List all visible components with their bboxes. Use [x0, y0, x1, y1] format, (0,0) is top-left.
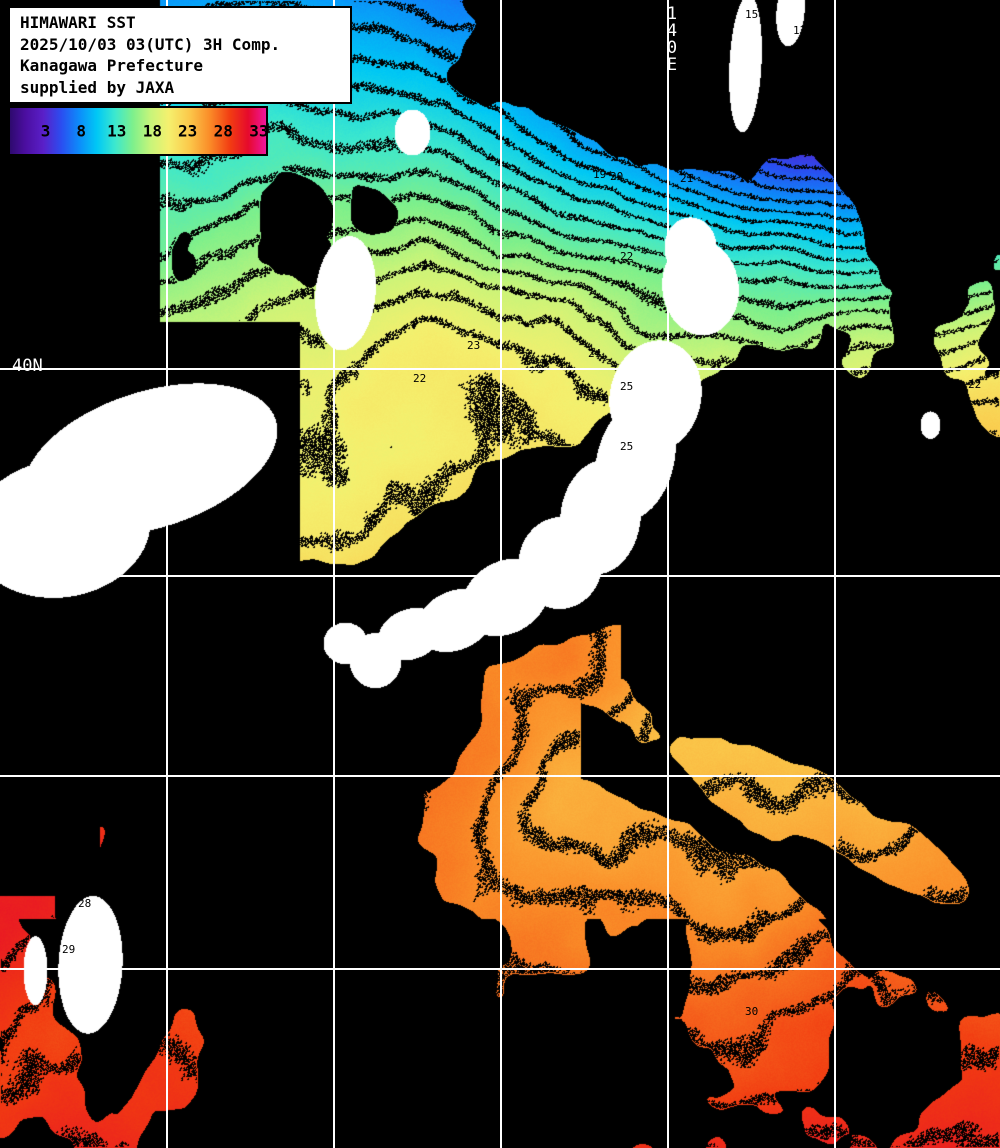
colorbar-tick-8: 8 — [76, 121, 86, 141]
colorbar-tick-13: 13 — [107, 121, 127, 141]
info-line-region: Kanagawa Prefecture — [20, 56, 204, 75]
colorbar-tick-28: 28 — [213, 121, 233, 141]
info-line-supplier: supplied by JAXA — [20, 77, 175, 97]
colorbar-gradient — [10, 108, 266, 154]
colorbar-tick-18: 18 — [142, 121, 162, 141]
colorbar-tick-33: 33 — [249, 121, 269, 141]
colorbar-tick-3: 3 — [40, 121, 51, 141]
product-info-box: HIMAWARI SST 2025/10/03 03(UTC) 3H Comp.… — [8, 6, 352, 104]
info-line-datetime: 2025/10/03 03(UTC) 3H Comp. — [20, 34, 281, 54]
info-line-title: HIMAWARI SST — [20, 13, 136, 32]
colorbar-tick-labels: 3 8 13 18 23 28 33 — [10, 108, 269, 154]
temperature-colorbar: 3 8 13 18 23 28 33 — [8, 106, 268, 156]
colorbar-tick-23: 23 — [178, 121, 198, 141]
